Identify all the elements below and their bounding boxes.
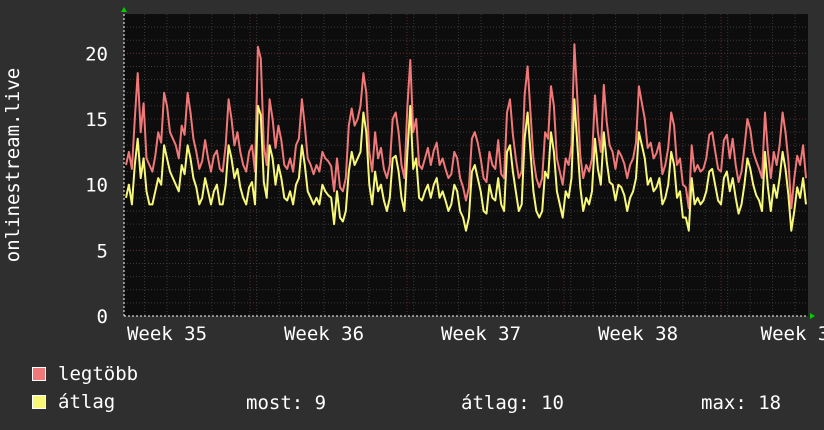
axes: [121, 7, 815, 319]
stat-now: most: 9: [246, 392, 327, 414]
y-tick-labels: 0 5 10 15 20: [85, 43, 108, 328]
series-line-avg: [125, 98, 807, 232]
y-tick-label: 0: [97, 306, 108, 328]
series-layer: [125, 43, 807, 232]
stat-average: átlag: 10: [461, 392, 564, 414]
y-tick-label: 5: [97, 240, 108, 262]
y-tick-label: 10: [85, 175, 108, 197]
legend-label-max: legtöbb: [58, 363, 139, 385]
legend-swatch-max: [32, 367, 46, 381]
x-tick-labels: Week 35 Week 36 Week 37 Week 38 Week 3: [127, 323, 824, 345]
y-axis-label: onlinestream.live: [2, 68, 24, 262]
x-tick-label: Week 3: [761, 323, 824, 345]
x-tick-label: Week 37: [441, 323, 521, 345]
y-tick-label: 15: [85, 109, 108, 131]
x-axis-arrow-icon: [810, 313, 815, 319]
series-line-max: [125, 43, 807, 210]
y-axis-arrow-icon: [121, 7, 127, 12]
stat-max: max: 18: [701, 392, 782, 414]
legend-swatch-avg: [32, 395, 46, 409]
legend-item-avg: átlag: [32, 391, 116, 413]
x-tick-label: Week 35: [127, 323, 207, 345]
legend-label-avg: átlag: [58, 391, 116, 413]
legend-item-max: legtöbb: [32, 363, 139, 385]
y-tick-label: 20: [85, 43, 108, 65]
x-tick-label: Week 38: [598, 323, 678, 345]
x-tick-label: Week 36: [284, 323, 364, 345]
